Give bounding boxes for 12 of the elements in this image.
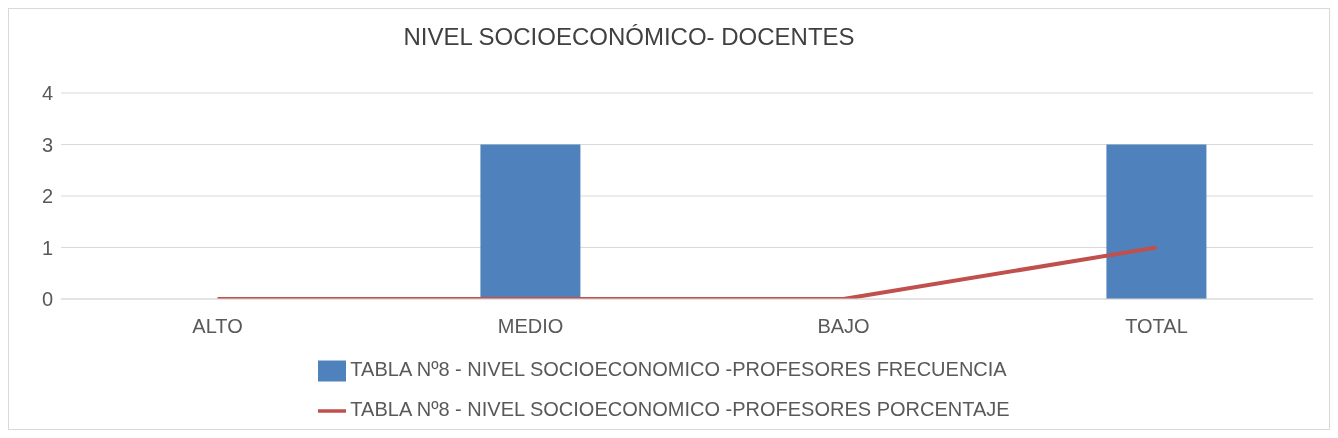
y-tick-label: 3 [41,133,53,156]
chart-title: NIVEL SOCIOECONÓMICO- DOCENTES [402,23,856,51]
legend-label: TABLA Nº8 - NIVEL SOCIOECONOMICO -PROFESORES PORCENTAJE [350,398,1010,420]
x-tick-label: ALTO [192,315,243,338]
x-tick-label: BAJO [817,315,870,338]
x-tick-label: TOTAL [1125,315,1188,338]
y-tick-label: 1 [41,236,53,259]
x-tick-label: MEDIO [497,315,564,338]
y-tick-label: 0 [41,288,53,311]
legend-label: TABLA Nº8 - NIVEL SOCIOECONOMICO -PROFESORES FRECUENCIA [350,358,1007,380]
y-tick-label: 2 [41,185,53,208]
y-tick-label: 4 [41,82,53,105]
